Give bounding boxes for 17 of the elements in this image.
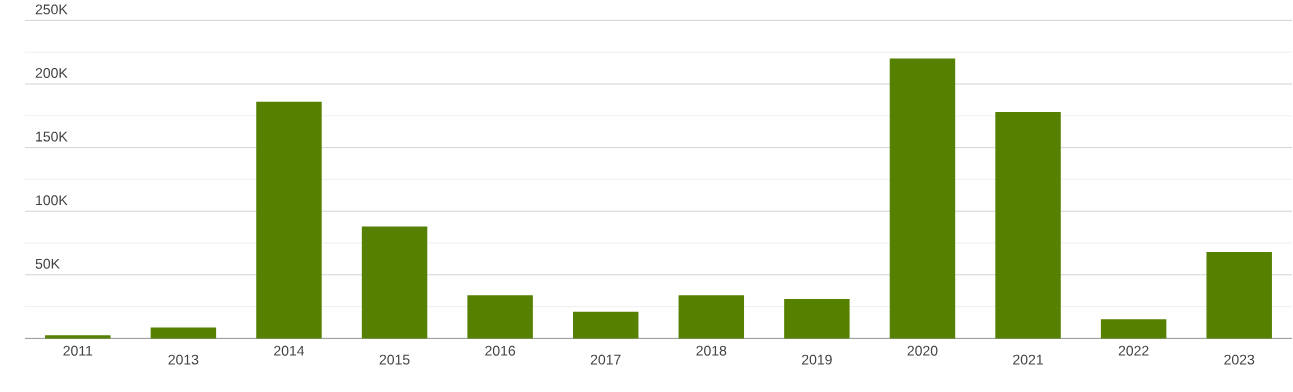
x-tick-label: 2019 (802, 354, 832, 365)
x-tick-label: 2023 (1224, 354, 1255, 365)
x-tick-label: 2017 (590, 354, 621, 365)
x-tick-label: 2015 (379, 354, 410, 365)
x-tick-label: 2013 (168, 354, 199, 365)
y-tick-label: 100K (36, 195, 68, 205)
x-tick-label: 2014 (274, 345, 305, 356)
x-tick-label: 2020 (907, 345, 938, 356)
x-tick-label: 2016 (485, 345, 516, 356)
y-tick-label: 150K (36, 131, 68, 142)
x-tick-label: 2022 (1118, 345, 1149, 356)
y-tick-label: 250K (35, 4, 68, 15)
y-tick-label: 50K (35, 258, 60, 269)
x-tick-label: 2018 (696, 345, 727, 356)
x-tick-label: 2011 (63, 345, 93, 356)
x-tick-label: 2021 (1013, 354, 1043, 365)
y-tick-label: 200K (35, 67, 68, 78)
